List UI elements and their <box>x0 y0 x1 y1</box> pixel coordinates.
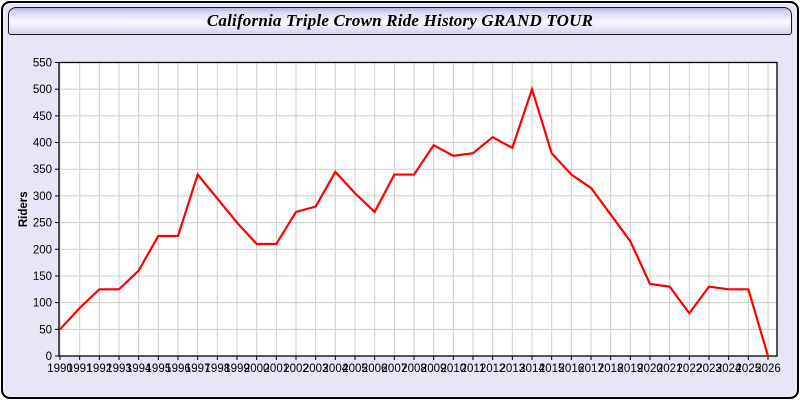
series-line <box>59 85 770 357</box>
x-tick-label: 2005 <box>342 363 368 375</box>
y-tick-label: 150 <box>33 271 52 283</box>
y-tick-label: 100 <box>33 298 52 310</box>
x-tick-label: 2018 <box>598 363 624 375</box>
page-title: California Triple Crown Ride History GRA… <box>206 11 594 30</box>
plot-border <box>58 61 778 357</box>
y-tick-label: 300 <box>33 191 52 203</box>
x-tick-label: 2004 <box>323 363 349 375</box>
x-tick-label: 2024 <box>716 363 742 375</box>
x-tick-label: 2026 <box>755 363 781 375</box>
x-tick-label: 2003 <box>303 363 329 375</box>
x-tick-label: 1993 <box>106 363 132 375</box>
x-tick-label: 2025 <box>736 363 762 375</box>
x-tick-label: 2008 <box>401 363 427 375</box>
x-tick-label: 2021 <box>657 363 683 375</box>
title-bar: California Triple Crown Ride History GRA… <box>8 7 792 35</box>
y-tick-label: 500 <box>33 84 52 96</box>
y-tick-label: 450 <box>33 111 52 123</box>
y-tick-label: 0 <box>46 351 52 363</box>
plot-background <box>59 62 777 356</box>
x-tick-label: 2006 <box>362 363 388 375</box>
x-tick-label: 2007 <box>382 363 408 375</box>
x-tick-label: 2016 <box>559 363 585 375</box>
x-tick-label: 2011 <box>461 363 486 375</box>
x-tick-label: 2013 <box>500 363 526 375</box>
y-tick-label: 50 <box>39 324 52 336</box>
x-tick-label: 2002 <box>283 363 309 375</box>
y-tick-label: 200 <box>33 244 52 256</box>
x-tick-label: 2012 <box>480 363 506 375</box>
chart-area: 0 50 100 150 200 250 300 350 400 450 500 550 1990 199… <box>3 35 797 397</box>
x-tick-label: 2001 <box>264 363 290 375</box>
x-tick-label: 1995 <box>146 363 172 375</box>
x-tick-label: 1996 <box>165 363 191 375</box>
x-tick-label: 1997 <box>185 363 211 375</box>
x-tick-label: 1998 <box>205 363 231 375</box>
x-tick-label: 2010 <box>441 363 467 375</box>
x-tick-label: 1990 <box>47 363 73 375</box>
x-tick-label: 2000 <box>244 363 270 375</box>
y-tick-label: 350 <box>33 164 52 176</box>
line-chart: 0501001502002503003504004505005501990199… <box>18 58 781 376</box>
x-tick-label: 1994 <box>126 363 152 375</box>
y-tick-label: 550 <box>33 58 52 70</box>
y-tick-label: 400 <box>33 138 52 150</box>
x-tick-label: 1999 <box>224 363 250 375</box>
x-tick-label: 2020 <box>637 363 663 375</box>
y-tick-label: 250 <box>33 218 52 230</box>
x-tick-label: 2015 <box>539 363 565 375</box>
x-tick-label: 2014 <box>519 363 545 375</box>
x-tick-label: 2022 <box>677 363 703 375</box>
x-tick-label: 1991 <box>67 363 93 375</box>
x-tick-label: 2009 <box>421 363 447 375</box>
x-tick-label: 2017 <box>578 363 604 375</box>
x-tick-label: 2023 <box>696 363 722 375</box>
y-axis-title: Riders <box>18 191 30 227</box>
x-tick-label: 2019 <box>618 363 644 375</box>
x-tick-label: 1992 <box>87 363 113 375</box>
